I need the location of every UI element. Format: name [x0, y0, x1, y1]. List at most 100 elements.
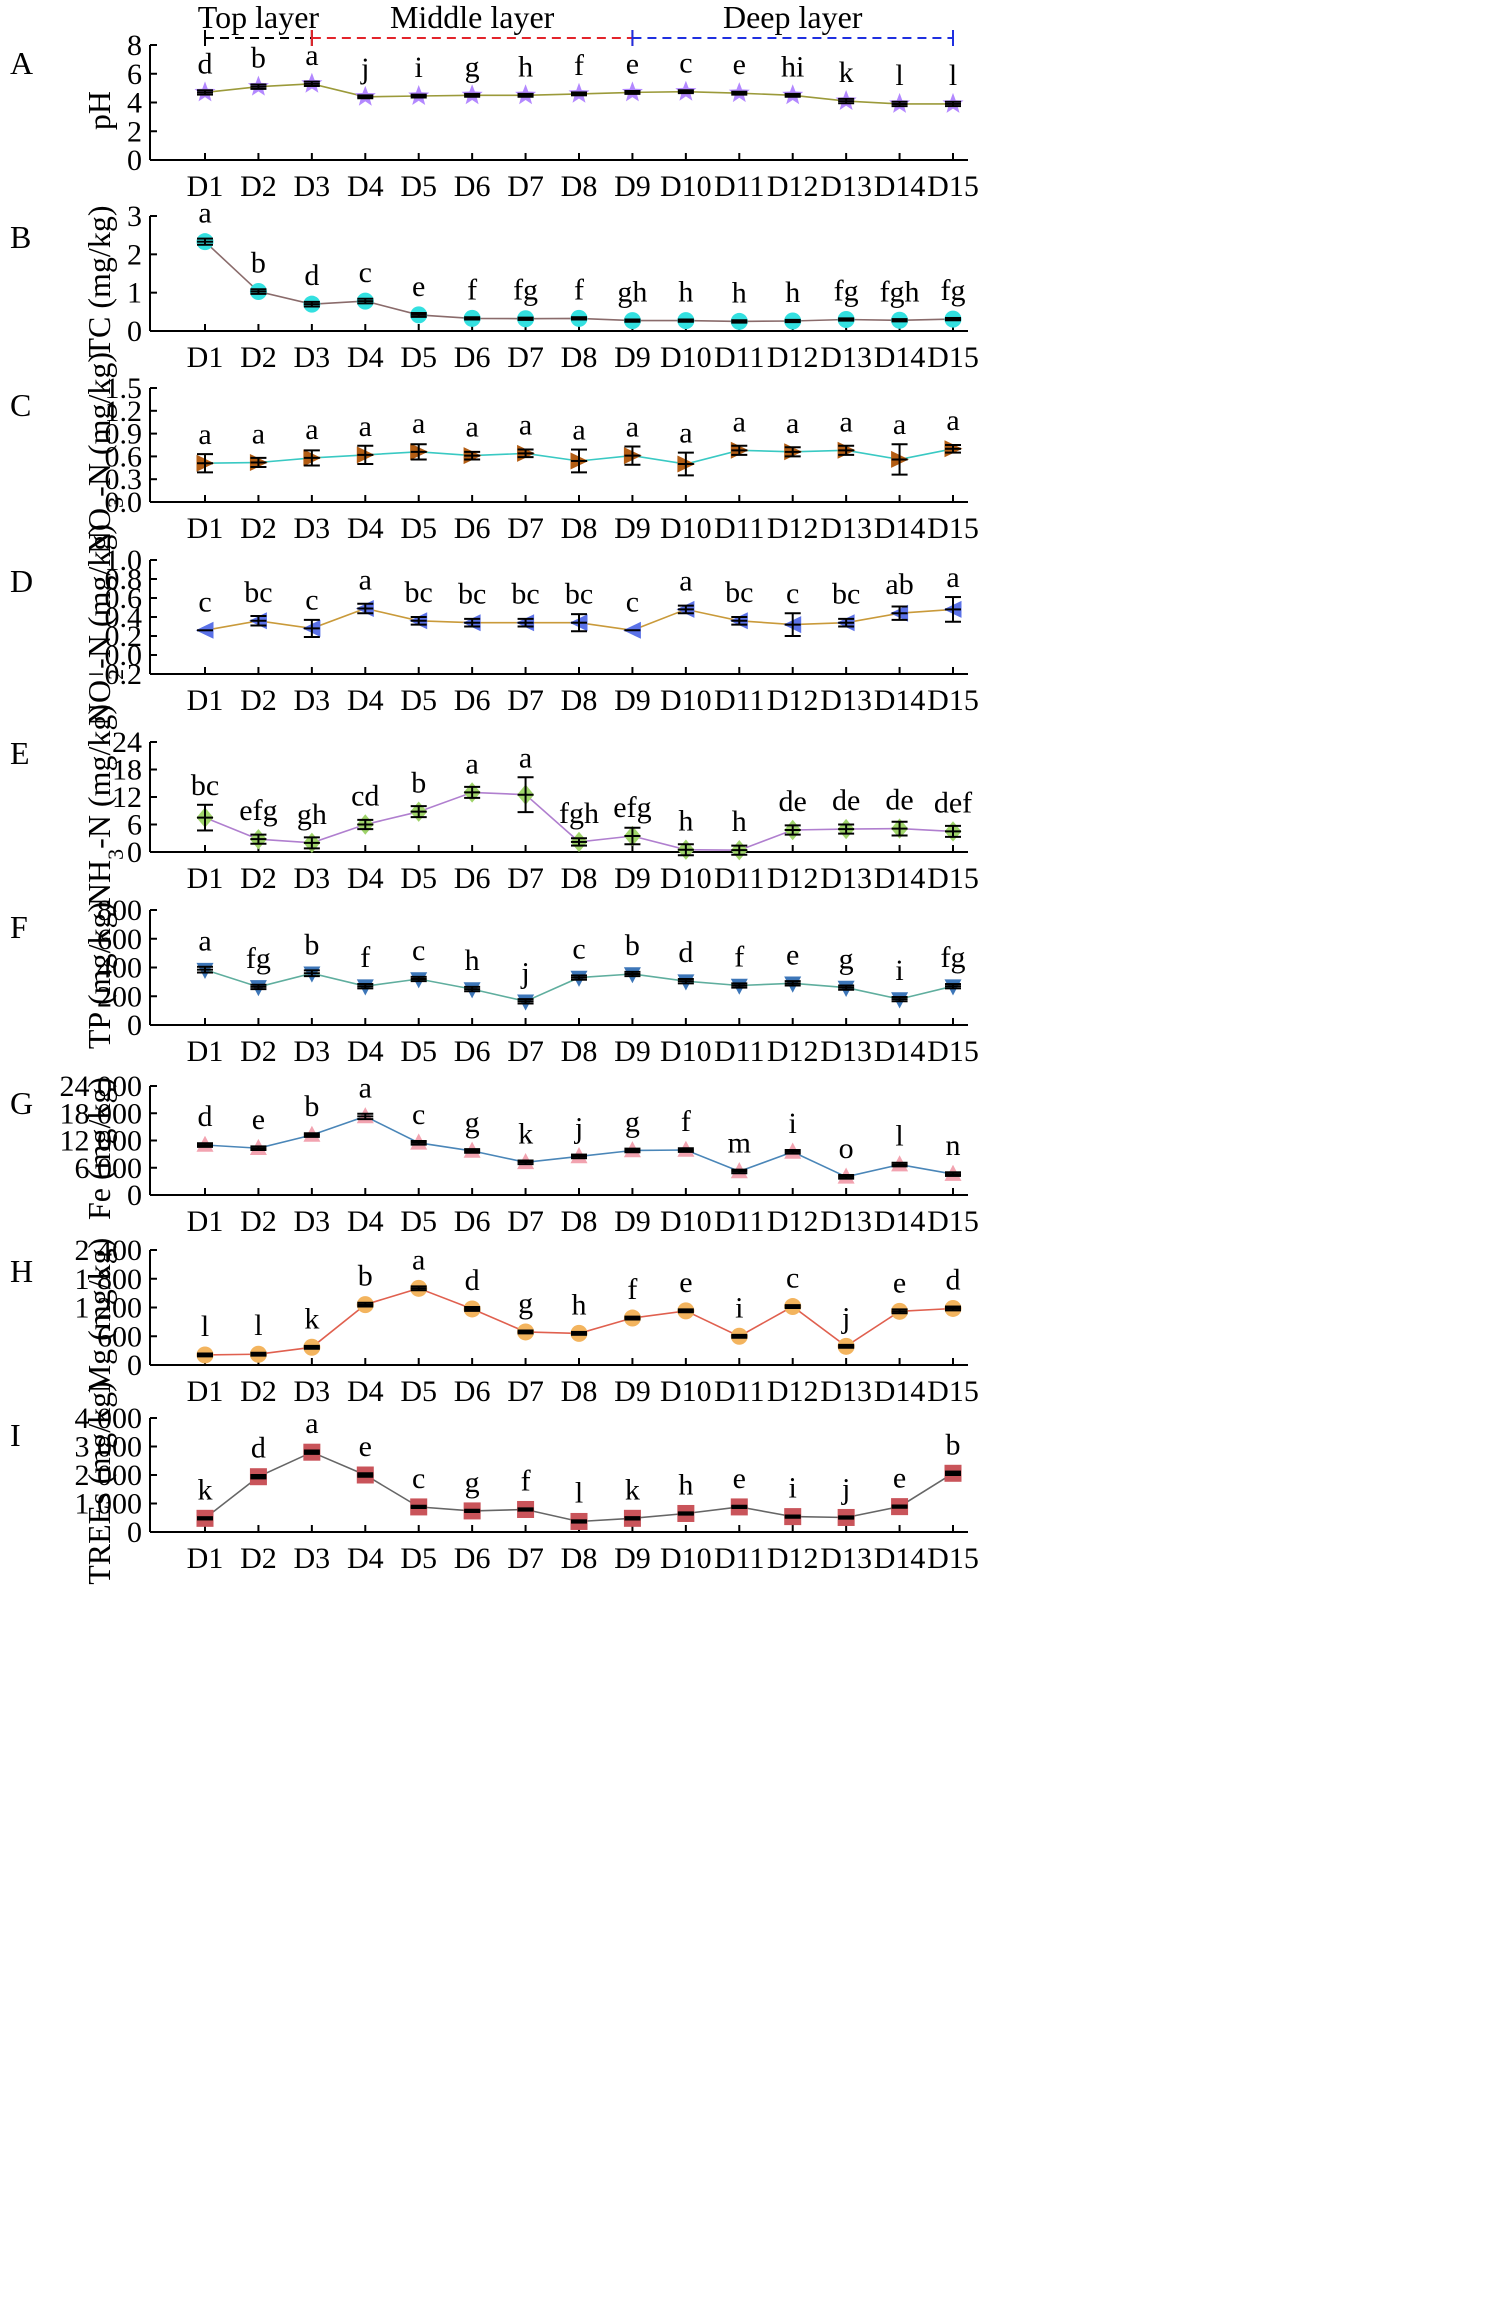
significance-letter: a	[359, 1071, 372, 1104]
significance-letter: j	[574, 1111, 583, 1144]
x-tick-label: D8	[561, 684, 598, 717]
y-tick-label: 400	[97, 952, 142, 985]
y-tick-label: 18	[112, 754, 142, 787]
layer-header: Top layer Middle layer Deep layer	[198, 0, 954, 46]
x-tick-label: D3	[294, 1035, 331, 1068]
significance-letter: h	[678, 1468, 693, 1501]
x-tick-label: D15	[927, 684, 979, 717]
y-tick-label: 2	[127, 115, 142, 148]
significance-letter: c	[679, 47, 692, 80]
significance-letter: a	[412, 1243, 425, 1276]
significance-letter: bc	[511, 578, 539, 611]
y-tick-label: 0	[127, 1516, 142, 1549]
significance-letter: k	[625, 1473, 640, 1506]
significance-letter: h	[678, 805, 693, 838]
x-tick-label: D11	[714, 341, 765, 374]
significance-letter: b	[625, 929, 640, 962]
significance-letter: a	[252, 417, 265, 450]
significance-letter: fgh	[880, 275, 920, 308]
x-tick-label: D6	[454, 1035, 491, 1068]
significance-letter: h	[732, 805, 747, 838]
significance-letter: a	[839, 405, 852, 438]
y-tick-label: 2 400	[75, 1234, 143, 1267]
x-tick-label: D13	[820, 1542, 872, 1575]
x-tick-label: D6	[454, 862, 491, 895]
x-tick-label: D6	[454, 1375, 491, 1408]
significance-letter: bc	[565, 578, 593, 611]
y-tick-label: 8	[127, 29, 142, 62]
x-tick-label: D1	[187, 1035, 224, 1068]
significance-letter: h	[732, 276, 747, 309]
significance-letter: a	[305, 413, 318, 446]
y-axis-label: NH3-N (mg/kg)	[81, 704, 128, 906]
x-tick-label: D13	[820, 1205, 872, 1238]
significance-letter: a	[519, 408, 532, 441]
significance-letter: h	[518, 50, 533, 83]
x-tick-label: D1	[187, 862, 224, 895]
significance-letter: f	[627, 1273, 637, 1306]
x-tick-label: D12	[767, 341, 819, 374]
significance-letter: a	[733, 405, 746, 438]
x-tick-label: D15	[927, 170, 979, 203]
significance-letter: b	[946, 1428, 961, 1461]
significance-letter: fg	[941, 941, 966, 974]
significance-letter: ab	[885, 568, 913, 601]
significance-letter: g	[518, 1287, 533, 1320]
x-tick-label: D5	[400, 341, 437, 374]
significance-letter: l	[575, 1476, 583, 1509]
x-tick-label: D2	[240, 1542, 277, 1575]
significance-letter: b	[304, 928, 319, 961]
significance-letter: i	[789, 1107, 797, 1140]
x-tick-label: D4	[347, 1205, 384, 1238]
y-axis-label: NO2-N (mg/kg)	[81, 524, 128, 726]
x-tick-label: D12	[767, 1035, 819, 1068]
x-tick-label: D2	[240, 1035, 277, 1068]
y-tick-label: 12	[112, 781, 142, 814]
x-tick-label: D13	[820, 684, 872, 717]
significance-letter: f	[521, 1464, 531, 1497]
x-tick-label: D6	[454, 170, 491, 203]
x-tick-label: D10	[660, 862, 712, 895]
significance-letter: de	[832, 784, 860, 817]
x-tick-label: D9	[614, 1035, 651, 1068]
x-tick-label: D11	[714, 862, 765, 895]
significance-letter: k	[839, 56, 854, 89]
y-axis-label: TP (mg/kg)	[81, 902, 117, 1049]
x-tick-label: D14	[874, 684, 926, 717]
significance-letter: d	[198, 1100, 213, 1133]
significance-letter: e	[893, 1266, 906, 1299]
significance-letter: b	[251, 42, 266, 75]
layer-bracket: Top layer	[198, 0, 319, 46]
y-tick-label: 0	[127, 1349, 142, 1382]
x-tick-label: D10	[660, 341, 712, 374]
y-axis-label: pH	[81, 91, 117, 130]
significance-letter: i	[789, 1472, 797, 1505]
x-tick-label: D3	[294, 1205, 331, 1238]
significance-letter: c	[626, 585, 639, 618]
significance-letter: a	[679, 564, 692, 597]
significance-letter: d	[465, 1264, 480, 1297]
significance-letter: bc	[725, 576, 753, 609]
x-tick-label: D7	[507, 684, 544, 717]
y-tick-label: 1	[127, 277, 142, 310]
x-tick-label: D6	[454, 1205, 491, 1238]
significance-letter: j	[360, 52, 369, 85]
significance-letter: k	[304, 1302, 319, 1335]
significance-letter: b	[251, 247, 266, 280]
significance-letter: l	[895, 59, 903, 92]
significance-letter: a	[412, 407, 425, 440]
significance-letter: g	[625, 1105, 640, 1138]
y-tick-label: 0	[127, 1179, 142, 1212]
x-tick-label: D12	[767, 170, 819, 203]
significance-letter: gh	[297, 798, 327, 831]
y-tick-label: 1 000	[75, 1488, 143, 1521]
x-tick-label: D12	[767, 862, 819, 895]
y-tick-label: 12 000	[60, 1125, 143, 1158]
x-tick-label: D14	[874, 1375, 926, 1408]
y-tick-label: 3	[127, 200, 142, 233]
significance-letter: c	[786, 1262, 799, 1295]
x-tick-label: D15	[927, 1542, 979, 1575]
y-axis-label: Mg (mg/kg)	[81, 1238, 117, 1394]
